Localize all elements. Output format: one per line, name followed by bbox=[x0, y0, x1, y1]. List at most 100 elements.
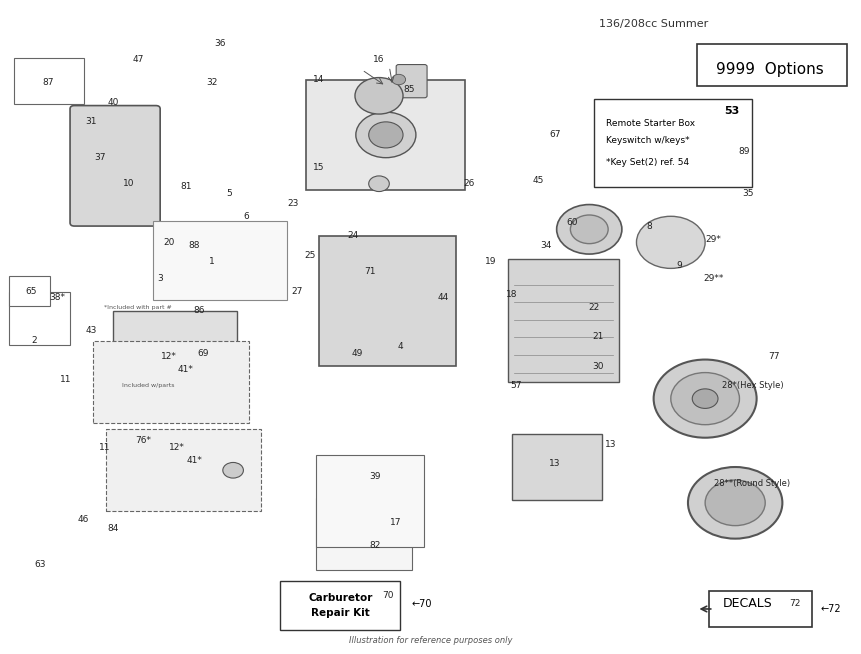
Text: 41*: 41* bbox=[187, 456, 202, 465]
Text: 19: 19 bbox=[485, 258, 496, 266]
Text: 77: 77 bbox=[768, 352, 779, 361]
Text: 4: 4 bbox=[398, 342, 403, 351]
Text: 87: 87 bbox=[43, 78, 54, 87]
Circle shape bbox=[355, 78, 403, 114]
Text: 12*: 12* bbox=[161, 352, 177, 361]
Text: Included w/parts: Included w/parts bbox=[121, 383, 174, 388]
FancyBboxPatch shape bbox=[316, 455, 424, 547]
Text: 70: 70 bbox=[381, 591, 393, 600]
FancyBboxPatch shape bbox=[593, 99, 753, 187]
Text: 22: 22 bbox=[588, 303, 599, 312]
Text: 63: 63 bbox=[34, 560, 46, 569]
Text: 24: 24 bbox=[348, 232, 359, 240]
Text: 12*: 12* bbox=[170, 443, 185, 452]
FancyBboxPatch shape bbox=[153, 221, 288, 300]
Text: 30: 30 bbox=[592, 362, 604, 371]
Circle shape bbox=[653, 360, 757, 438]
Text: 25: 25 bbox=[305, 251, 316, 260]
Text: 41*: 41* bbox=[178, 365, 194, 374]
Text: 40: 40 bbox=[108, 98, 119, 107]
Circle shape bbox=[369, 122, 403, 148]
Text: 29*: 29* bbox=[706, 235, 722, 243]
FancyBboxPatch shape bbox=[709, 591, 813, 627]
Text: 88: 88 bbox=[189, 241, 201, 250]
Text: Illustration for reference purposes only: Illustration for reference purposes only bbox=[349, 636, 512, 645]
Text: 11: 11 bbox=[60, 375, 71, 384]
Text: 2: 2 bbox=[31, 336, 37, 345]
Circle shape bbox=[705, 480, 765, 526]
FancyBboxPatch shape bbox=[93, 341, 249, 423]
Text: 9: 9 bbox=[677, 261, 682, 269]
Text: *Included with part #: *Included with part # bbox=[104, 305, 172, 310]
Circle shape bbox=[392, 75, 406, 85]
Text: 44: 44 bbox=[437, 293, 449, 302]
Text: 20: 20 bbox=[163, 238, 175, 247]
Text: 13: 13 bbox=[605, 439, 616, 449]
Text: 29**: 29** bbox=[703, 273, 724, 283]
Text: 31: 31 bbox=[86, 117, 97, 126]
Text: 57: 57 bbox=[511, 381, 522, 390]
Text: 36: 36 bbox=[214, 39, 226, 48]
Circle shape bbox=[636, 216, 705, 268]
Text: 5: 5 bbox=[226, 189, 232, 198]
Text: ←72: ←72 bbox=[821, 604, 841, 614]
Text: 37: 37 bbox=[95, 153, 106, 162]
Text: 38*: 38* bbox=[49, 293, 65, 302]
FancyBboxPatch shape bbox=[70, 105, 160, 226]
FancyBboxPatch shape bbox=[281, 581, 400, 630]
Text: 28**(Round Style): 28**(Round Style) bbox=[715, 479, 790, 488]
Text: 71: 71 bbox=[365, 267, 376, 276]
Text: 6: 6 bbox=[243, 212, 249, 221]
Text: 35: 35 bbox=[742, 189, 753, 198]
FancyBboxPatch shape bbox=[319, 236, 456, 366]
Text: 26: 26 bbox=[463, 179, 474, 188]
Text: 85: 85 bbox=[403, 85, 415, 94]
Circle shape bbox=[692, 389, 718, 408]
Text: 10: 10 bbox=[122, 179, 134, 188]
Text: 18: 18 bbox=[506, 290, 517, 299]
FancyBboxPatch shape bbox=[9, 276, 50, 306]
Circle shape bbox=[688, 467, 783, 539]
Text: 15: 15 bbox=[313, 163, 325, 172]
Text: 39: 39 bbox=[369, 472, 381, 481]
Text: 11: 11 bbox=[99, 443, 110, 452]
FancyBboxPatch shape bbox=[306, 80, 465, 190]
Text: 13: 13 bbox=[549, 459, 561, 468]
Circle shape bbox=[557, 205, 622, 254]
FancyBboxPatch shape bbox=[697, 44, 846, 86]
Text: 82: 82 bbox=[369, 541, 381, 549]
Circle shape bbox=[223, 462, 244, 478]
FancyBboxPatch shape bbox=[106, 429, 262, 511]
Text: 23: 23 bbox=[288, 199, 299, 208]
Text: Repair Kit: Repair Kit bbox=[311, 608, 369, 618]
Text: 9999  Options: 9999 Options bbox=[715, 62, 823, 77]
Text: 14: 14 bbox=[313, 75, 325, 84]
Text: 27: 27 bbox=[292, 286, 303, 296]
Text: 16: 16 bbox=[374, 56, 385, 65]
Text: DECALS: DECALS bbox=[723, 597, 773, 610]
Text: 67: 67 bbox=[549, 130, 561, 139]
Text: 86: 86 bbox=[193, 306, 205, 315]
FancyBboxPatch shape bbox=[113, 311, 238, 408]
Text: 84: 84 bbox=[108, 525, 119, 534]
Text: 81: 81 bbox=[180, 182, 192, 192]
FancyBboxPatch shape bbox=[396, 65, 427, 97]
Text: 46: 46 bbox=[77, 515, 89, 524]
Text: 43: 43 bbox=[86, 326, 97, 335]
Circle shape bbox=[369, 176, 389, 192]
Text: 45: 45 bbox=[532, 176, 543, 185]
Text: 3: 3 bbox=[158, 273, 163, 283]
Text: 34: 34 bbox=[541, 241, 552, 250]
Text: 60: 60 bbox=[567, 218, 578, 228]
Text: 32: 32 bbox=[206, 78, 217, 87]
Text: 89: 89 bbox=[738, 146, 750, 156]
FancyBboxPatch shape bbox=[508, 258, 619, 383]
Circle shape bbox=[671, 373, 740, 424]
Text: 49: 49 bbox=[352, 349, 363, 358]
Text: 136/208cc Summer: 136/208cc Summer bbox=[599, 19, 709, 29]
Circle shape bbox=[356, 112, 416, 158]
Text: 69: 69 bbox=[197, 349, 209, 358]
Text: 8: 8 bbox=[647, 222, 653, 231]
FancyBboxPatch shape bbox=[512, 434, 602, 500]
Text: 21: 21 bbox=[592, 332, 604, 341]
